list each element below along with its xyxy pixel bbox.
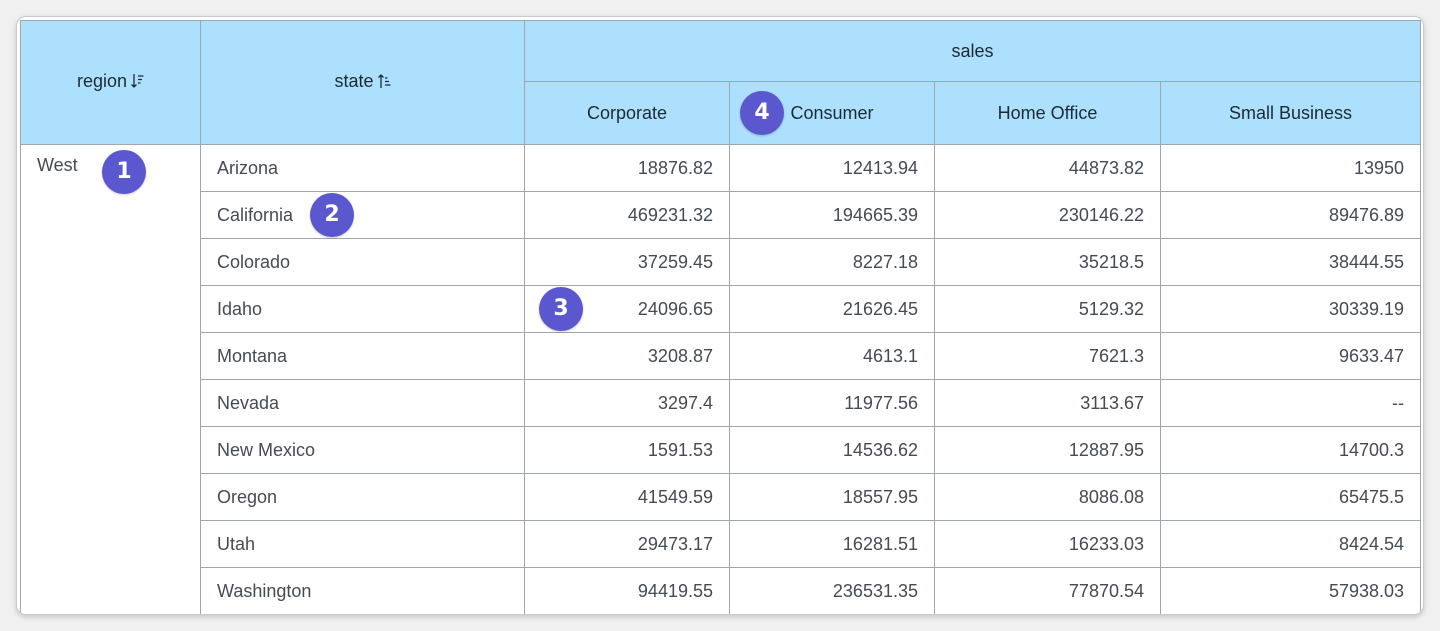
table-row: Oregon 41549.59 18557.95 8086.08 65475.5 [21, 473, 1422, 521]
value-cell: 44873.82 [934, 144, 1161, 192]
value-cell: 14536.62 [729, 426, 935, 474]
value-cell: 3297.4 [524, 379, 730, 427]
value-cell: 18557.95 [729, 473, 935, 521]
state-column-header[interactable]: state [200, 20, 525, 145]
column-header-label: Consumer [790, 102, 874, 123]
value-cell: 37259.45 [524, 238, 730, 286]
value-cell: 94419.55 [524, 567, 730, 614]
pivot-table: region state sales [20, 20, 1422, 614]
state-cell: California 2 [200, 191, 525, 239]
value-cell: 194665.39 [729, 191, 935, 239]
sales-measure-header: sales [523, 20, 1422, 82]
sort-ascending-icon[interactable] [377, 73, 391, 94]
value-cell: 41549.59 [524, 473, 730, 521]
value-cell: 469231.32 [524, 191, 730, 239]
value-cell: 89476.89 [1159, 191, 1422, 239]
state-cell: Oregon [200, 473, 525, 521]
value-cell: 236531.35 [729, 567, 935, 614]
state-cell: New Mexico [200, 426, 525, 474]
value-cell: 8227.18 [729, 238, 935, 286]
state-header-label: state [334, 71, 374, 91]
value-cell: 16233.03 [934, 520, 1161, 568]
region-column-header[interactable]: region [20, 20, 201, 145]
value-cell: 14700.3 [1159, 426, 1422, 474]
table-row: Nevada 3297.4 11977.56 3113.67 -- [21, 379, 1422, 427]
state-cell: Arizona [200, 144, 525, 192]
value-cell: 230146.22 [934, 191, 1161, 239]
value-cell: 8424.54 [1159, 520, 1422, 568]
value-cell: 18876.82 [524, 144, 730, 192]
table-row: West 1 Arizona 18876.82 12413.94 44873.8… [20, 144, 1422, 614]
callout-badge-3: 3 [539, 287, 583, 331]
value-cell: 7621.3 [934, 332, 1161, 380]
state-cell: Utah [200, 520, 525, 568]
value-cell: 1591.53 [524, 426, 730, 474]
callout-badge-4: 4 [740, 91, 784, 135]
state-cell: Idaho [200, 285, 525, 333]
value-cell: 3 24096.65 [524, 285, 730, 333]
value-cell: 21626.45 [729, 285, 935, 333]
value-cell: 12887.95 [934, 426, 1161, 474]
column-header-consumer[interactable]: Consumer 4 [729, 81, 935, 145]
value-cell: 65475.5 [1159, 473, 1422, 521]
value-cell: 3208.87 [524, 332, 730, 380]
column-header-corporate[interactable]: Corporate [524, 81, 730, 145]
column-header-small-business[interactable]: Small Business [1159, 81, 1422, 145]
value-text: 24096.65 [637, 298, 713, 319]
region-cell-west: West 1 [20, 144, 201, 614]
callout-badge-2: 2 [310, 193, 354, 237]
value-cell: 5129.32 [934, 285, 1161, 333]
sort-descending-icon[interactable] [131, 73, 144, 94]
value-cell: 3113.67 [934, 379, 1161, 427]
value-cell: 30339.19 [1159, 285, 1422, 333]
region-value: West [37, 155, 78, 175]
table-row: Montana 3208.87 4613.1 7621.3 9633.47 [21, 332, 1422, 380]
pivot-table-card: region state sales [16, 16, 1424, 615]
value-cell: 35218.5 [934, 238, 1161, 286]
value-cell: -- [1159, 379, 1422, 427]
value-cell: 16281.51 [729, 520, 935, 568]
value-cell: 4613.1 [729, 332, 935, 380]
table-row: Utah 29473.17 16281.51 16233.03 8424.54 [21, 520, 1422, 568]
value-cell: 77870.54 [934, 567, 1161, 614]
table-row: Washington 94419.55 236531.35 77870.54 5… [21, 567, 1422, 614]
value-cell: 12413.94 [729, 144, 935, 192]
table-row: Colorado 37259.45 8227.18 35218.5 38444.… [21, 238, 1422, 286]
value-cell: 8086.08 [934, 473, 1161, 521]
value-cell: 57938.03 [1159, 567, 1422, 614]
state-cell: Colorado [200, 238, 525, 286]
value-cell: 29473.17 [524, 520, 730, 568]
column-header-home-office[interactable]: Home Office [934, 81, 1161, 145]
table-row: Idaho 3 24096.65 21626.45 5129.32 30339.… [21, 285, 1422, 333]
region-header-label: region [76, 71, 128, 91]
value-cell: 13950 [1159, 144, 1422, 192]
state-value: California [217, 204, 294, 225]
state-cell: Montana [200, 332, 525, 380]
table-row: California 2 469231.32 194665.39 230146.… [21, 191, 1422, 239]
value-cell: 38444.55 [1159, 238, 1422, 286]
value-cell: 9633.47 [1159, 332, 1422, 380]
callout-badge-1: 1 [102, 150, 146, 194]
value-cell: 11977.56 [729, 379, 935, 427]
state-cell: Nevada [200, 379, 525, 427]
table-row: New Mexico 1591.53 14536.62 12887.95 147… [21, 426, 1422, 474]
state-cell: Washington [200, 567, 525, 614]
